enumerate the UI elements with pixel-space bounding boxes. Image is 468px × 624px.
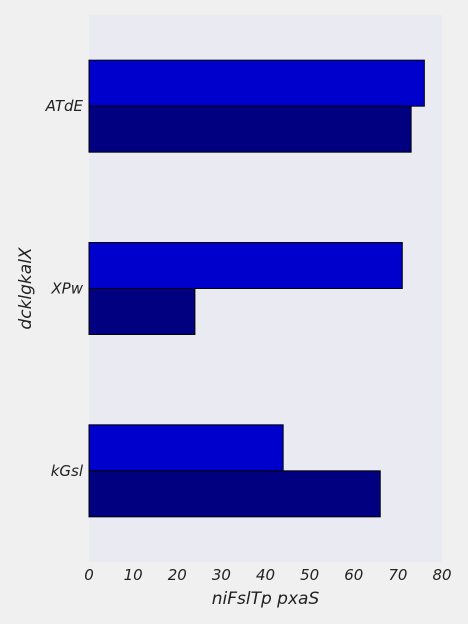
x-tick-label: 10 xyxy=(124,566,143,584)
bar-kGsl-series-2 xyxy=(88,470,381,518)
x-tick-label: 50 xyxy=(300,566,319,584)
y-tick-labels: ATdE XPw kGsl xyxy=(45,97,84,480)
x-tick-label: 60 xyxy=(344,566,363,584)
x-tick-label: 0 xyxy=(84,566,94,584)
x-tick-label: 20 xyxy=(168,566,187,584)
x-tick-label: 70 xyxy=(388,566,407,584)
bar-ATdE-series-1 xyxy=(88,59,425,107)
x-tick-label: 80 xyxy=(432,566,451,584)
bar-XPw-series-2 xyxy=(88,288,196,335)
x-tick-label: 30 xyxy=(212,566,231,584)
bar-ATdE-series-2 xyxy=(88,105,412,153)
x-tick-labels: 0 10 20 30 40 50 60 70 80 xyxy=(84,566,451,584)
bar-XPw-series-1 xyxy=(88,242,403,289)
y-tick-label: XPw xyxy=(50,280,83,298)
y-tick-label: ATdE xyxy=(45,97,84,115)
x-axis-label: niFslTp pxaS xyxy=(212,589,320,609)
y-axis-label: dcklgkalX xyxy=(16,247,36,329)
y-tick-label: kGsl xyxy=(51,462,84,480)
bars-group xyxy=(88,59,425,518)
bar-kGsl-series-1 xyxy=(88,424,284,472)
x-tick-label: 40 xyxy=(256,566,275,584)
